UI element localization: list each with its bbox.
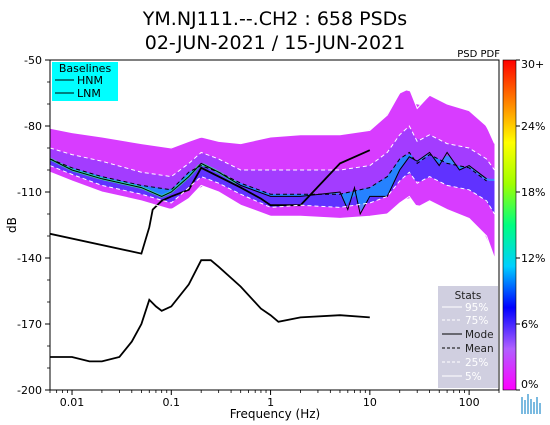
colorbar-label: PSD PDF [457,49,500,60]
legend-25-label: 25% [465,357,488,369]
legend-hnm-label: HNM [77,74,103,87]
y-axis-label: dB [5,217,19,233]
baselines-legend-box [52,62,118,101]
series-95pct [50,87,495,149]
colorbar-ticks: 0% 6% 12% 18% 24% 30+ [516,58,545,391]
x-tick-label: 1 [267,396,274,409]
legend-95-label: 95% [465,302,488,314]
colorbar-tick-label: 24% [521,120,545,133]
series-layer [50,87,495,363]
colorbar-tick-label: 6% [521,318,538,331]
legend-mean-label: Mean [465,343,494,355]
series-mean [50,151,487,195]
x-tick-label: 10 [363,396,377,409]
plot-frame [49,59,500,391]
colorbar-tick-label: 18% [521,186,545,199]
legend-5-label: 5% [465,371,482,383]
y-tick-label: -140 [17,252,42,265]
x-tick-label: 0.1 [163,396,181,409]
stats-legend-title: Stats [455,290,482,302]
series-lnm [50,259,370,363]
legend-75-label: 75% [465,315,488,327]
y-tick-label: -80 [24,120,42,133]
x-tick-label: 0.01 [60,396,85,409]
x-axis-ticks: 0.01 0.1 1 10 100 [49,390,500,409]
series-5pct [50,171,495,259]
stats-legend-box [438,286,498,388]
density-band-2 [50,154,495,214]
y-tick-label: -170 [17,318,42,331]
stats-legend: Stats 95% 75% Mode Mean 25% 5% [438,286,498,388]
x-axis-label: Frequency (Hz) [230,407,321,421]
chart-title: YM.NJ111.--.CH2 : 658 PSDs [142,8,407,30]
legend-lnm-label: LNM [77,87,101,100]
series-mode [50,151,487,216]
baselines-legend-title: Baselines [59,62,112,75]
x-tick-label: 100 [459,396,480,409]
colorbar-tick-label: 30+ [521,58,544,71]
logo-icon [521,394,541,414]
baselines-legend: Baselines HNM LNM [52,62,118,101]
series-hnm [50,149,371,255]
colorbar [502,59,517,391]
y-tick-label: -200 [17,384,42,397]
y-axis-ticks: -50 -80 -110 -140 -170 -200 [17,54,50,397]
y-tick-label: -110 [17,186,42,199]
colorbar-tick-label: 0% [521,378,538,391]
y-tick-label: -50 [24,54,42,67]
chart-subtitle: 02-JUN-2021 / 15-JUN-2021 [145,32,406,54]
colorbar-tick-label: 12% [521,252,545,265]
density-band-3 [50,153,495,213]
legend-mode-label: Mode [465,329,494,341]
